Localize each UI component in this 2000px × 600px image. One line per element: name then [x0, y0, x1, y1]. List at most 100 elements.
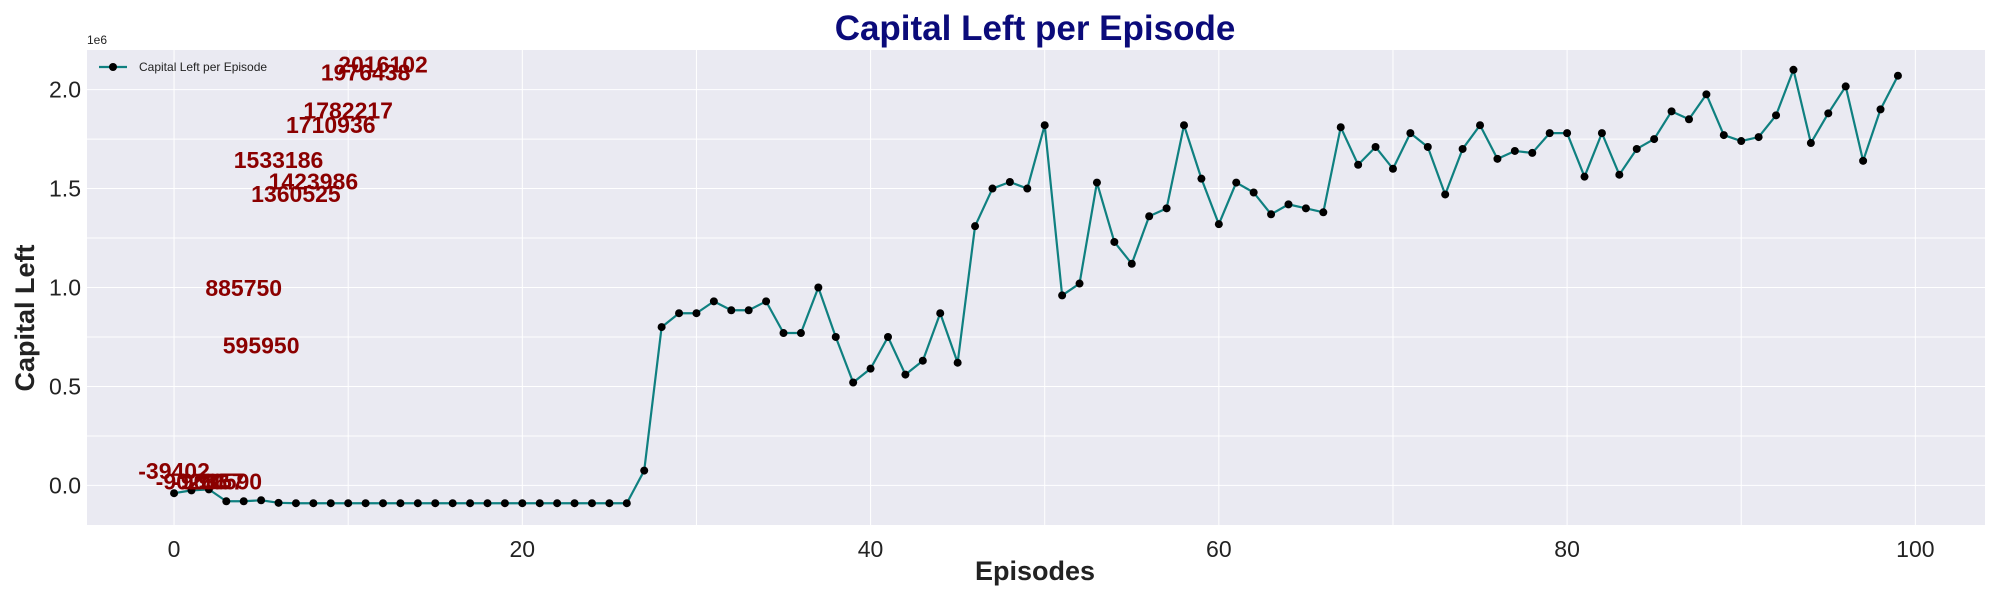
data-point	[675, 309, 684, 318]
data-point	[1476, 121, 1485, 130]
data-point	[570, 499, 579, 508]
data-point	[431, 499, 440, 508]
data-point	[936, 309, 945, 318]
data-point	[1388, 164, 1397, 173]
data-point	[1267, 210, 1276, 219]
data-point	[1354, 160, 1363, 169]
data-point	[553, 499, 562, 508]
data-point	[1040, 121, 1049, 130]
y-tick-label: 2.0	[49, 77, 81, 103]
data-point	[1632, 144, 1641, 153]
data-point	[1580, 172, 1589, 181]
data-point	[1075, 279, 1084, 288]
data-annotation: 1423986	[269, 169, 359, 195]
series-line	[173, 68, 1899, 505]
data-point	[709, 297, 718, 306]
data-point	[727, 306, 736, 315]
data-point	[1772, 111, 1781, 120]
data-point	[413, 499, 422, 508]
chart-title: Capital Left per Episode	[835, 9, 1236, 48]
x-tick-label: 80	[1554, 536, 1580, 562]
data-point	[344, 499, 353, 508]
data-point	[971, 222, 980, 231]
data-point	[953, 358, 962, 367]
data-annotation: 1533186	[234, 147, 324, 173]
data-point	[988, 184, 997, 193]
data-point	[1005, 178, 1014, 187]
data-point	[1876, 105, 1885, 114]
data-point	[1615, 170, 1624, 179]
data-point	[1180, 121, 1189, 130]
data-point	[1859, 156, 1868, 165]
data-point	[448, 499, 457, 508]
data-point	[291, 499, 300, 508]
data-point	[257, 496, 266, 505]
data-point	[1406, 129, 1415, 138]
legend: Capital Left per Episode	[99, 60, 267, 74]
data-annotation: 1360525	[251, 181, 341, 207]
data-point	[483, 499, 492, 508]
data-point	[622, 499, 631, 508]
x-tick-label: 0	[168, 536, 181, 562]
data-point	[274, 498, 283, 507]
data-point	[1319, 208, 1328, 217]
data-annotation: -90590	[190, 468, 262, 494]
data-point	[1214, 220, 1223, 229]
x-tick-label: 40	[858, 536, 884, 562]
data-point	[361, 499, 370, 508]
data-point	[1545, 129, 1554, 138]
data-point	[918, 356, 927, 365]
data-point	[1336, 123, 1345, 132]
data-annotation: -39402	[138, 458, 210, 484]
data-point	[309, 499, 318, 508]
data-point	[1092, 178, 1101, 187]
data-point	[187, 486, 196, 495]
data-point	[1058, 291, 1067, 300]
data-annotation: 595950	[223, 332, 300, 358]
data-point	[814, 283, 823, 292]
data-point	[1719, 131, 1728, 140]
data-point	[1110, 237, 1119, 246]
legend-marker	[109, 63, 117, 71]
data-point	[1824, 109, 1833, 118]
x-tick-label: 60	[1206, 536, 1232, 562]
data-point	[1684, 115, 1693, 124]
data-point	[466, 499, 475, 508]
data-point	[1667, 107, 1676, 116]
data-point	[1841, 82, 1850, 91]
data-point	[762, 297, 771, 306]
data-point	[744, 306, 753, 315]
x-tick-label: 100	[1896, 536, 1934, 562]
data-point	[1528, 148, 1537, 157]
data-point	[1458, 144, 1467, 153]
data-point	[1893, 71, 1902, 80]
data-point	[396, 499, 405, 508]
y-tick-label: 1.0	[49, 275, 81, 301]
data-point	[831, 332, 840, 341]
data-point	[849, 378, 858, 387]
data-point	[1284, 200, 1293, 209]
y-axis-label: Capital Left	[10, 244, 40, 391]
data-point	[326, 499, 335, 508]
data-point	[1371, 142, 1380, 151]
data-point	[1650, 135, 1659, 144]
data-point	[901, 370, 910, 379]
data-point	[518, 499, 527, 508]
data-annotation: 1976438	[321, 59, 411, 85]
y-tick-label: 1.5	[49, 176, 81, 202]
data-point	[866, 364, 875, 373]
data-point	[640, 466, 649, 475]
data-point	[657, 323, 666, 332]
data-point	[692, 309, 701, 318]
y-axis-offset-text: 1e6	[87, 33, 107, 47]
x-axis-label: Episodes	[975, 556, 1095, 586]
data-point	[1145, 212, 1154, 221]
data-annotation: 1710936	[286, 112, 376, 138]
data-point	[883, 332, 892, 341]
data-point	[1127, 259, 1136, 268]
data-point	[605, 499, 614, 508]
data-point	[1162, 204, 1171, 213]
data-annotation: -90357	[173, 468, 245, 494]
